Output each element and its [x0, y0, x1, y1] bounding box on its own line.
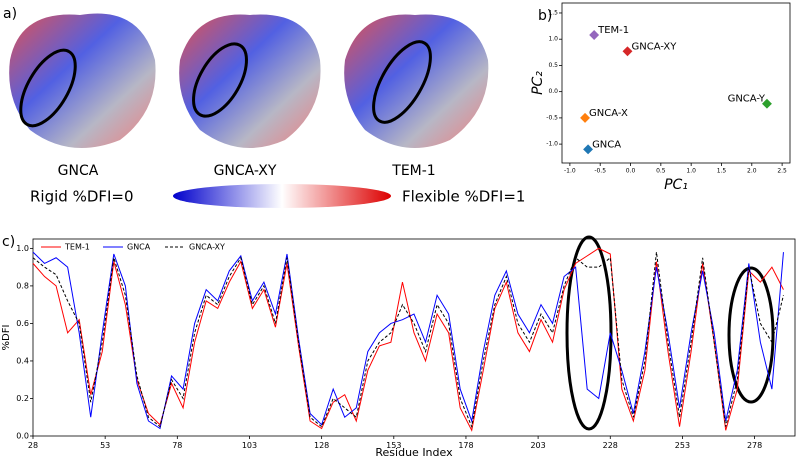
panel-label: a) — [3, 6, 17, 22]
y-tick-label: 0.4 — [16, 356, 29, 365]
x-tick-label: 153 — [386, 441, 401, 450]
highlight-ellipses — [565, 235, 775, 431]
point — [583, 144, 594, 155]
structure-label: GNCA-XY — [214, 163, 277, 179]
x-tick-label: 128 — [314, 441, 329, 450]
y-axis-label: PC₂ — [530, 71, 546, 95]
y-tick-label: 0.6 — [16, 319, 29, 328]
x-axis-label: Residue Index — [375, 446, 453, 458]
series-line — [32, 247, 784, 432]
x-tick-label: 203 — [530, 441, 545, 450]
x-tick-label: 178 — [458, 441, 473, 450]
colorbar-label: Rigid %DFI=0 — [30, 188, 134, 206]
x-tick-label: 1.0 — [686, 168, 696, 175]
x-tick-label: 78 — [172, 441, 182, 450]
panel-label: c) — [2, 234, 15, 250]
point-label: GNCA — [592, 139, 621, 150]
legend-label: GNCA-XY — [189, 243, 225, 252]
x-tick-label: 0.5 — [656, 168, 666, 175]
point-label: TEM-1 — [597, 25, 629, 36]
plot-frame — [32, 238, 796, 437]
y-tick-label: -0.5 — [546, 114, 558, 121]
point-label: GNCA-XY — [631, 41, 677, 52]
point-label: GNCA-X — [589, 108, 628, 119]
plot-frame — [561, 2, 791, 164]
y-tick-label: 1.0 — [16, 244, 29, 253]
x-tick-label: 103 — [242, 441, 257, 450]
legend-label: GNCA — [127, 243, 151, 252]
colorbar-label: Flexible %DFI=1 — [402, 188, 525, 206]
x-tick-label: 53 — [100, 441, 110, 450]
x-tick-label: 1.5 — [717, 168, 727, 175]
y-tick-label: 0.0 — [16, 432, 29, 441]
legend-label: TEM-1 — [64, 243, 90, 252]
point — [589, 30, 600, 40]
x-tick-label: 0.0 — [626, 168, 636, 175]
x-tick-label: 228 — [603, 441, 618, 450]
x-tick-label: 2.5 — [777, 168, 787, 175]
point — [622, 46, 633, 57]
y-tick-label: -1.0 — [546, 141, 558, 148]
y-tick-label: 1.0 — [548, 36, 558, 43]
colorbar — [173, 184, 391, 208]
point — [762, 98, 772, 109]
y-tick-label: 1.5 — [548, 9, 558, 16]
point-label: GNCA-Y — [728, 94, 766, 105]
x-tick-label: 253 — [675, 441, 690, 450]
y-axis-label: %DFI — [1, 325, 12, 351]
series-line — [32, 251, 784, 430]
x-tick-label: 2.0 — [747, 168, 757, 175]
point — [580, 112, 590, 123]
structure-label: GNCA — [58, 163, 99, 179]
y-tick-label: 0.5 — [548, 62, 558, 69]
structure-label: TEM-1 — [391, 163, 435, 179]
x-tick-label: -1.0 — [564, 168, 576, 175]
x-tick-label: 278 — [747, 441, 762, 450]
x-tick-label: -0.5 — [594, 168, 606, 175]
x-axis-label: PC₁ — [664, 177, 688, 193]
y-tick-label: 0.0 — [548, 88, 558, 95]
x-tick-label: 28 — [28, 441, 38, 450]
panel-label: b) — [538, 8, 552, 24]
protein-images — [9, 13, 489, 149]
y-tick-label: 0.2 — [16, 394, 29, 403]
series-line — [32, 252, 784, 429]
y-tick-label: 0.8 — [16, 281, 29, 290]
